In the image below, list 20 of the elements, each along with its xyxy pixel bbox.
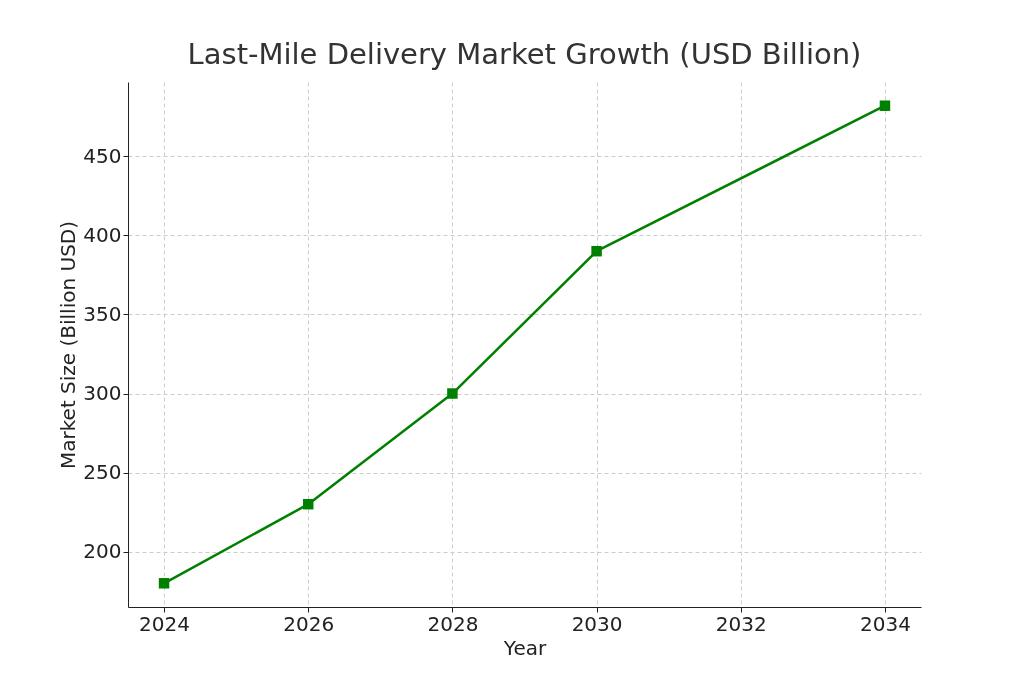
- y-tick-label: 200: [83, 539, 122, 564]
- x-tick-label: 2026: [283, 611, 335, 636]
- y-tick-label: 300: [83, 381, 122, 406]
- point: [447, 388, 458, 399]
- x-tick-label: 2024: [139, 611, 190, 636]
- x-tick-label: 2030: [571, 611, 623, 636]
- x-tick-label: 2028: [427, 611, 479, 636]
- x-axis-title: Year: [502, 635, 547, 660]
- point: [591, 245, 602, 257]
- point: [302, 498, 314, 510]
- y-tick-label: 350: [83, 301, 122, 326]
- chart-title: Last-Mile Delivery Market Growth (USD Billion): [187, 37, 862, 71]
- y-tick-label: 400: [83, 222, 122, 247]
- point: [158, 578, 170, 589]
- y-tick-label: 450: [83, 143, 122, 168]
- x-tick-label: 2034: [860, 611, 911, 636]
- x-tick-label: 2032: [715, 611, 767, 636]
- y-axis-title: Market Size (Billion USD): [56, 220, 81, 470]
- point: [879, 100, 891, 111]
- y-tick-label: 250: [83, 460, 122, 485]
